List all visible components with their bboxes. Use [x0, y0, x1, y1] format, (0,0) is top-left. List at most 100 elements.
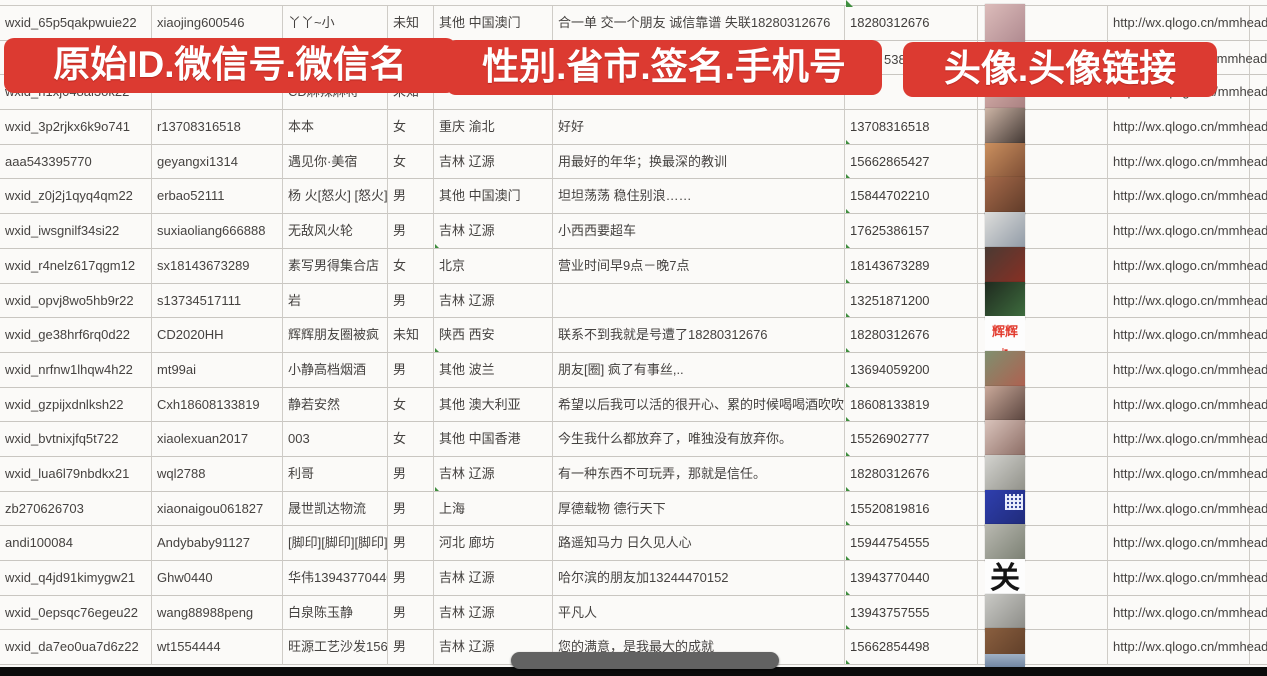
cell-avatar-url[interactable]: http://wx.qlogo.cn/mmhead — [1108, 456, 1267, 492]
cell-region[interactable]: 陕西 西安 — [434, 318, 553, 353]
cell-gender[interactable]: 未知 — [388, 318, 434, 353]
avatar-image[interactable] — [985, 524, 1025, 563]
cell-wechat-id[interactable]: xiaolexuan2017 — [152, 422, 283, 457]
cell-wechat-name[interactable]: 本本 — [283, 110, 388, 145]
cell-avatar[interactable] — [978, 142, 1108, 181]
cell-wechat-name[interactable]: 利哥 — [283, 456, 388, 492]
cell-phone[interactable]: 13708316518 — [845, 110, 978, 145]
cell-region[interactable]: 其他 中国香港 — [434, 422, 553, 457]
cell-region[interactable]: 其他 中国澳门 — [434, 6, 553, 41]
cell-signature[interactable]: 坦坦荡荡 稳住别浪…… — [553, 179, 845, 215]
cell-phone[interactable]: 15662865427 — [845, 144, 978, 180]
avatar-image[interactable] — [985, 489, 1025, 528]
cell-avatar-url[interactable]: http://wx.qlogo.cn/mmhead — [1108, 283, 1267, 319]
cell-signature[interactable]: 用最好的年华；换最深的教训 — [553, 144, 845, 180]
cell-region[interactable]: 吉林 辽源 — [434, 456, 553, 492]
cell-wechat-name[interactable]: 静若安然 — [283, 387, 388, 423]
cell-original-id[interactable]: wxid_bvtnixjfq5t722 — [0, 422, 152, 457]
cell-phone[interactable]: 18608133819 — [845, 387, 978, 423]
cell-region[interactable]: 其他 波兰 — [434, 352, 553, 388]
avatar-image[interactable] — [985, 385, 1025, 424]
cell-signature[interactable]: 有一种东西不可玩弄，那就是信任。 — [553, 456, 845, 492]
cell-avatar[interactable] — [978, 420, 1108, 459]
cell-wechat-name[interactable]: 白泉陈玉静 — [283, 595, 388, 631]
cell-phone[interactable]: 13943770440 — [845, 561, 978, 596]
cell-signature[interactable] — [553, 283, 845, 319]
cell-avatar-url[interactable]: http://wx.qlogo.cn/mmhead — [1108, 491, 1267, 527]
cell-region[interactable]: 上海 — [434, 491, 553, 527]
cell-gender[interactable]: 女 — [388, 387, 434, 423]
cell-gender[interactable]: 男 — [388, 456, 434, 492]
cell-signature[interactable]: 路遥知马力 日久见人心 — [553, 526, 845, 561]
cell-avatar-url[interactable]: http://wx.qlogo.cn/mmhead — [1108, 387, 1267, 423]
cell-original-id[interactable]: wxid_opvj8wo5hb9r22 — [0, 283, 152, 319]
cell-wechat-name[interactable]: 素写男得集合店 — [283, 248, 388, 284]
cell-avatar-url[interactable]: http://wx.qlogo.cn/mmhead — [1108, 214, 1267, 249]
cell-gender[interactable]: 男 — [388, 630, 434, 666]
cell-original-id[interactable]: andi100084 — [0, 526, 152, 561]
cell-wechat-name[interactable]: 杨 火[怒火] [怒火] — [283, 179, 388, 215]
cell-original-id[interactable]: wxid_iwsgnilf34si22 — [0, 214, 152, 249]
cell-wechat-name[interactable]: 旺源工艺沙发15662854 — [283, 630, 388, 666]
cell-phone[interactable]: 13943757555 — [845, 595, 978, 631]
cell-wechat-id[interactable]: mt99ai — [152, 352, 283, 388]
cell-phone[interactable]: 18280312676 — [845, 6, 978, 41]
cell-gender[interactable]: 女 — [388, 248, 434, 284]
avatar-image[interactable]: 关 — [985, 559, 1025, 597]
cell-wechat-name[interactable]: 小静高档烟酒 — [283, 352, 388, 388]
cell-signature[interactable]: 今生我什么都放弃了，唯独没有放弃你。 — [553, 422, 845, 457]
cell-region[interactable]: 北京 — [434, 248, 553, 284]
cell-signature[interactable]: 小西西要超车 — [553, 214, 845, 249]
cell-phone[interactable]: 15526902777 — [845, 422, 978, 457]
cell-phone[interactable]: 15520819816 — [845, 491, 978, 527]
cell-phone[interactable]: 15662854498 — [845, 630, 978, 666]
cell-gender[interactable]: 男 — [388, 283, 434, 319]
cell-avatar[interactable]: 辉辉I♥ — [978, 316, 1108, 355]
avatar-image[interactable] — [985, 246, 1025, 285]
cell-region[interactable]: 吉林 辽源 — [434, 561, 553, 596]
cell-phone[interactable]: 18280312676 — [845, 318, 978, 353]
cell-phone[interactable]: 13251871200 — [845, 283, 978, 319]
cell-wechat-name[interactable]: 丫丫~小 — [283, 6, 388, 41]
cell-signature[interactable]: 哈尔滨的朋友加13244470152 — [553, 561, 845, 596]
cell-original-id[interactable]: wxid_ge38hrf6rq0d22 — [0, 318, 152, 353]
cell-phone[interactable]: 13694059200 — [845, 352, 978, 388]
cell-signature[interactable]: 朋友[圈] 疯了有事丝,.. — [553, 352, 845, 388]
cell-wechat-id[interactable]: Cxh18608133819 — [152, 387, 283, 423]
cell-avatar[interactable]: 关 — [978, 559, 1108, 597]
cell-wechat-name[interactable]: 003 — [283, 422, 388, 457]
avatar-image[interactable] — [985, 454, 1025, 493]
cell-original-id[interactable]: wxid_gzpijxdnlksh22 — [0, 387, 152, 423]
cell-wechat-name[interactable]: 华伟13943770440 — [283, 561, 388, 596]
cell-original-id[interactable]: wxid_nrfnw1lhqw4h22 — [0, 352, 152, 388]
cell-avatar[interactable] — [978, 489, 1108, 528]
cell-wechat-name[interactable]: 辉辉朋友圈被疯 — [283, 318, 388, 353]
cell-original-id[interactable]: aaa543395770 — [0, 144, 152, 180]
cell-avatar-url[interactable]: http://wx.qlogo.cn/mmhead — [1108, 318, 1267, 353]
cell-region[interactable]: 其他 中国澳门 — [434, 179, 553, 215]
cell-wechat-id[interactable]: geyangxi1314 — [152, 144, 283, 180]
cell-signature[interactable]: 营业时间早9点－晚7点 — [553, 248, 845, 284]
cell-avatar-url[interactable]: http://wx.qlogo.cn/mmhead — [1108, 6, 1267, 41]
cell-avatar[interactable] — [978, 212, 1108, 251]
cell-original-id[interactable]: zb270626703 — [0, 491, 152, 527]
cell-wechat-id[interactable]: erbao52111 — [152, 179, 283, 215]
cell-avatar[interactable] — [978, 4, 1108, 42]
cell-avatar-url[interactable]: http://wx.qlogo.cn/mmhead — [1108, 110, 1267, 145]
cell-signature[interactable]: 厚德载物 德行天下 — [553, 491, 845, 527]
cell-wechat-id[interactable]: xiaonaigou061827 — [152, 491, 283, 527]
avatar-image[interactable] — [985, 142, 1025, 181]
cell-signature[interactable]: 合一单 交一个朋友 诚信靠谱 失联18280312676 — [553, 6, 845, 41]
cell-gender[interactable]: 女 — [388, 422, 434, 457]
avatar-image[interactable] — [985, 177, 1025, 216]
cell-avatar[interactable] — [978, 593, 1108, 632]
cell-original-id[interactable]: wxid_3p2rjkx6k9o741 — [0, 110, 152, 145]
cell-avatar-url[interactable]: http://wx.qlogo.cn/mmhead — [1108, 561, 1267, 596]
cell-wechat-id[interactable]: suxiaoliang666888 — [152, 214, 283, 249]
cell-gender[interactable]: 男 — [388, 352, 434, 388]
cell-phone[interactable]: 18143673289 — [845, 248, 978, 284]
scrollbar-thumb[interactable] — [511, 652, 779, 669]
cell-avatar-url[interactable]: http://wx.qlogo.cn/mmhead — [1108, 526, 1267, 561]
cell-gender[interactable]: 男 — [388, 526, 434, 561]
cell-wechat-name[interactable]: 遇见你·美宿 — [283, 144, 388, 180]
